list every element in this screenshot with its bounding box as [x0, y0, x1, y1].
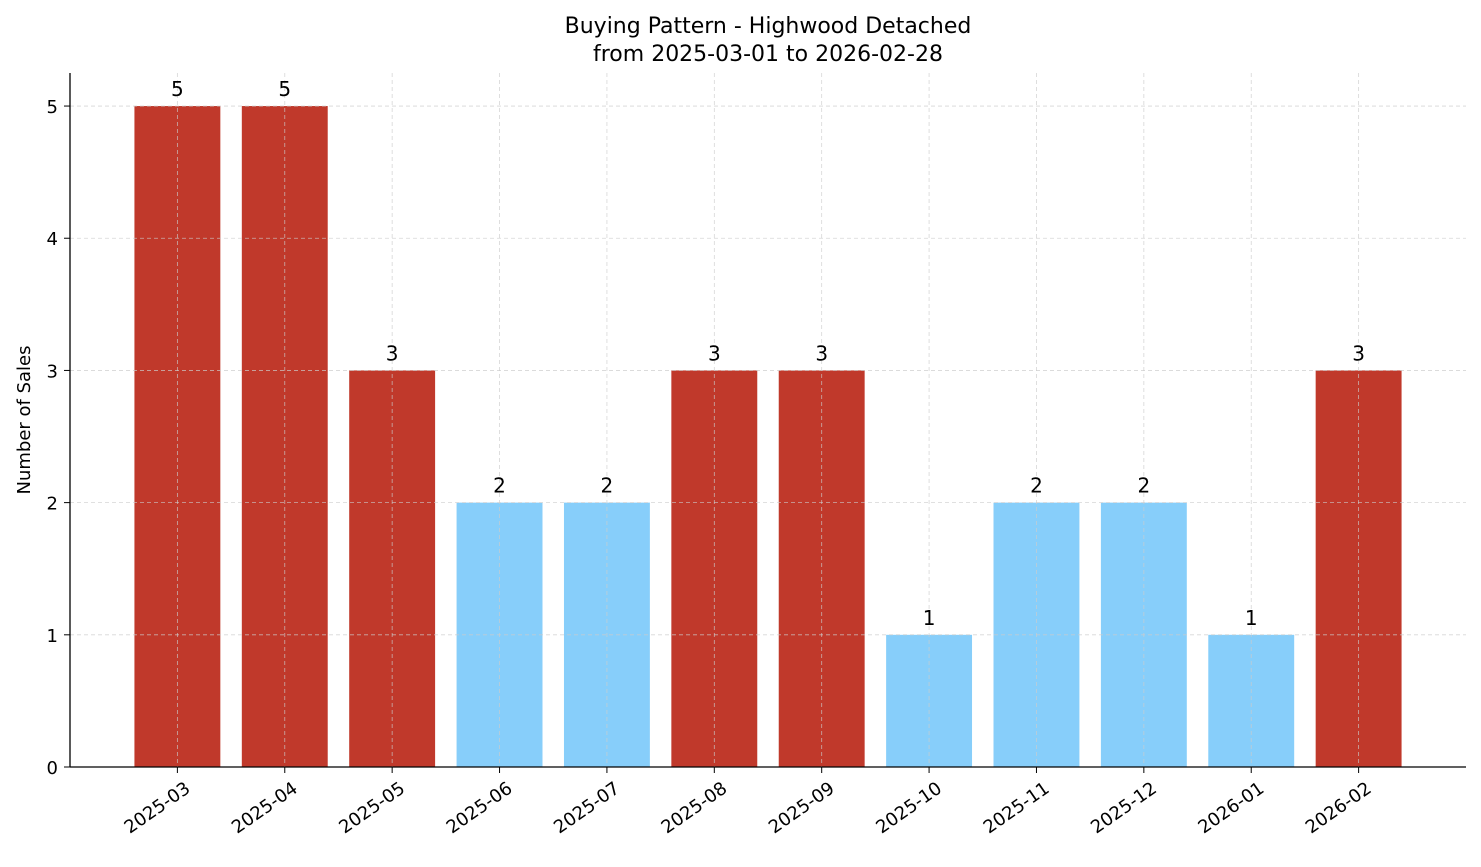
data-label: 5: [278, 77, 291, 101]
x-tick-label: 2025-09: [765, 778, 839, 838]
x-tick-label: 2026-01: [1194, 778, 1268, 838]
bar-2025-05: [349, 370, 436, 767]
x-tick-label: 2026-02: [1302, 778, 1376, 838]
x-tick-label: 2025-05: [335, 778, 409, 838]
x-tick-label: 2025-03: [121, 778, 195, 838]
data-label: 3: [386, 341, 399, 365]
data-label: 2: [1030, 474, 1043, 498]
x-tick-label: 2025-06: [443, 778, 517, 838]
y-axis-label: Number of Sales: [14, 345, 35, 494]
data-label: 3: [815, 341, 828, 365]
y-tick-label: 5: [47, 97, 58, 118]
y-tick-label: 2: [47, 494, 58, 515]
chart-subtitle: from 2025-03-01 to 2026-02-28: [593, 42, 943, 67]
y-tick-label: 1: [47, 626, 58, 647]
y-tick-label: 3: [47, 361, 58, 382]
y-tick-label: 0: [47, 758, 58, 779]
x-tick-label: 2025-11: [980, 778, 1054, 838]
data-label: 1: [923, 606, 936, 630]
bar-2025-04: [241, 106, 328, 768]
bar-2025-09: [778, 370, 865, 767]
bar-2025-03: [134, 106, 221, 768]
bar-2025-08: [671, 370, 758, 767]
x-tick-label: 2025-12: [1087, 778, 1161, 838]
chart-title: Buying Pattern - Highwood Detached: [565, 14, 972, 39]
data-label: 1: [1245, 606, 1258, 630]
data-label: 3: [1352, 341, 1365, 365]
data-label: 2: [601, 474, 614, 498]
bar-2026-02: [1315, 370, 1402, 767]
data-label: 2: [493, 474, 506, 498]
data-label: 2: [1137, 474, 1150, 498]
x-tick-label: 2025-10: [872, 778, 946, 838]
x-tick-label: 2025-04: [228, 778, 302, 838]
x-tick-label: 2025-07: [550, 778, 624, 838]
data-label: 5: [171, 77, 184, 101]
y-tick-label: 4: [47, 229, 58, 250]
x-tick-label: 2025-08: [658, 778, 732, 838]
data-label: 3: [708, 341, 721, 365]
